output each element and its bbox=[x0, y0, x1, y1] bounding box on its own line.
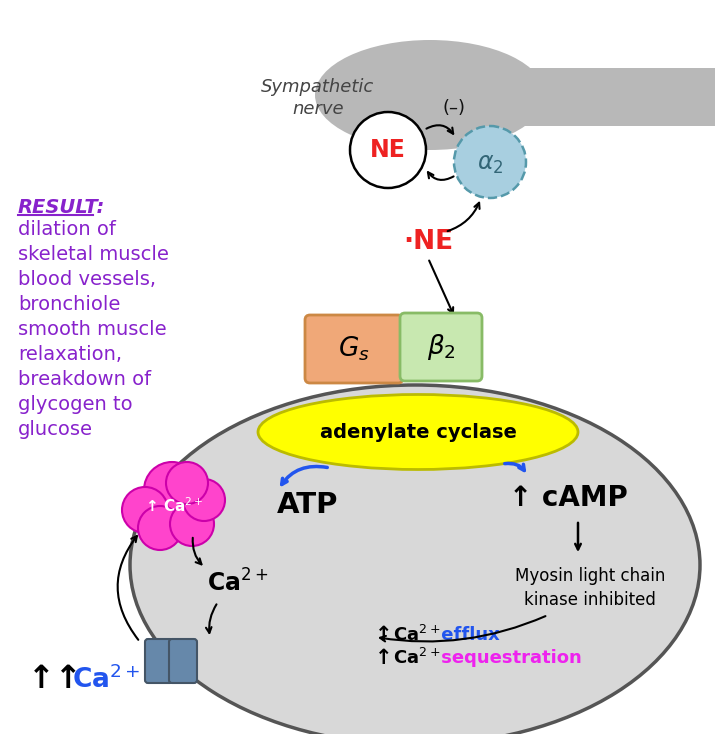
Circle shape bbox=[170, 502, 214, 546]
Text: ↑: ↑ bbox=[375, 648, 393, 668]
Text: $\alpha_2$: $\alpha_2$ bbox=[477, 152, 503, 176]
Text: ↑: ↑ bbox=[375, 625, 393, 645]
Text: Ca$^{2+}$: Ca$^{2+}$ bbox=[393, 625, 440, 645]
Circle shape bbox=[138, 506, 182, 550]
Ellipse shape bbox=[258, 394, 578, 470]
Circle shape bbox=[144, 462, 200, 518]
Text: ↑ cAMP: ↑ cAMP bbox=[508, 484, 628, 512]
Text: RESULT:: RESULT: bbox=[18, 198, 105, 217]
FancyBboxPatch shape bbox=[305, 315, 403, 383]
Ellipse shape bbox=[130, 385, 700, 734]
FancyBboxPatch shape bbox=[169, 639, 197, 683]
Text: (–): (–) bbox=[442, 99, 465, 117]
Circle shape bbox=[183, 479, 225, 521]
Text: efflux: efflux bbox=[435, 626, 500, 644]
Circle shape bbox=[122, 487, 168, 533]
Text: ATP: ATP bbox=[278, 491, 339, 519]
Text: ·NE: ·NE bbox=[403, 229, 453, 255]
Text: ↑ Ca$^{2+}$: ↑ Ca$^{2+}$ bbox=[145, 497, 203, 515]
Text: dilation of
skeletal muscle
blood vessels,
bronchiole
smooth muscle
relaxation,
: dilation of skeletal muscle blood vessel… bbox=[18, 220, 169, 439]
Text: adenylate cyclase: adenylate cyclase bbox=[319, 423, 516, 441]
Text: Ca$^{2+}$: Ca$^{2+}$ bbox=[393, 648, 440, 668]
Text: sequestration: sequestration bbox=[435, 649, 582, 667]
Text: Myosin light chain
kinase inhibited: Myosin light chain kinase inhibited bbox=[515, 567, 665, 608]
Text: $G_s$: $G_s$ bbox=[338, 335, 370, 363]
Text: ↑↑: ↑↑ bbox=[28, 664, 93, 696]
Circle shape bbox=[166, 462, 208, 504]
Text: Ca$^{2+}$: Ca$^{2+}$ bbox=[72, 666, 140, 694]
Text: $\beta_2$: $\beta_2$ bbox=[426, 332, 455, 362]
FancyBboxPatch shape bbox=[400, 313, 482, 381]
Text: Sympathetic
nerve: Sympathetic nerve bbox=[262, 78, 375, 118]
Circle shape bbox=[350, 112, 426, 188]
Bar bbox=[420, 68, 715, 126]
FancyBboxPatch shape bbox=[145, 639, 173, 683]
Ellipse shape bbox=[315, 40, 545, 150]
Text: Ca$^{2+}$: Ca$^{2+}$ bbox=[207, 570, 269, 597]
Text: NE: NE bbox=[370, 138, 406, 162]
Circle shape bbox=[454, 126, 526, 198]
